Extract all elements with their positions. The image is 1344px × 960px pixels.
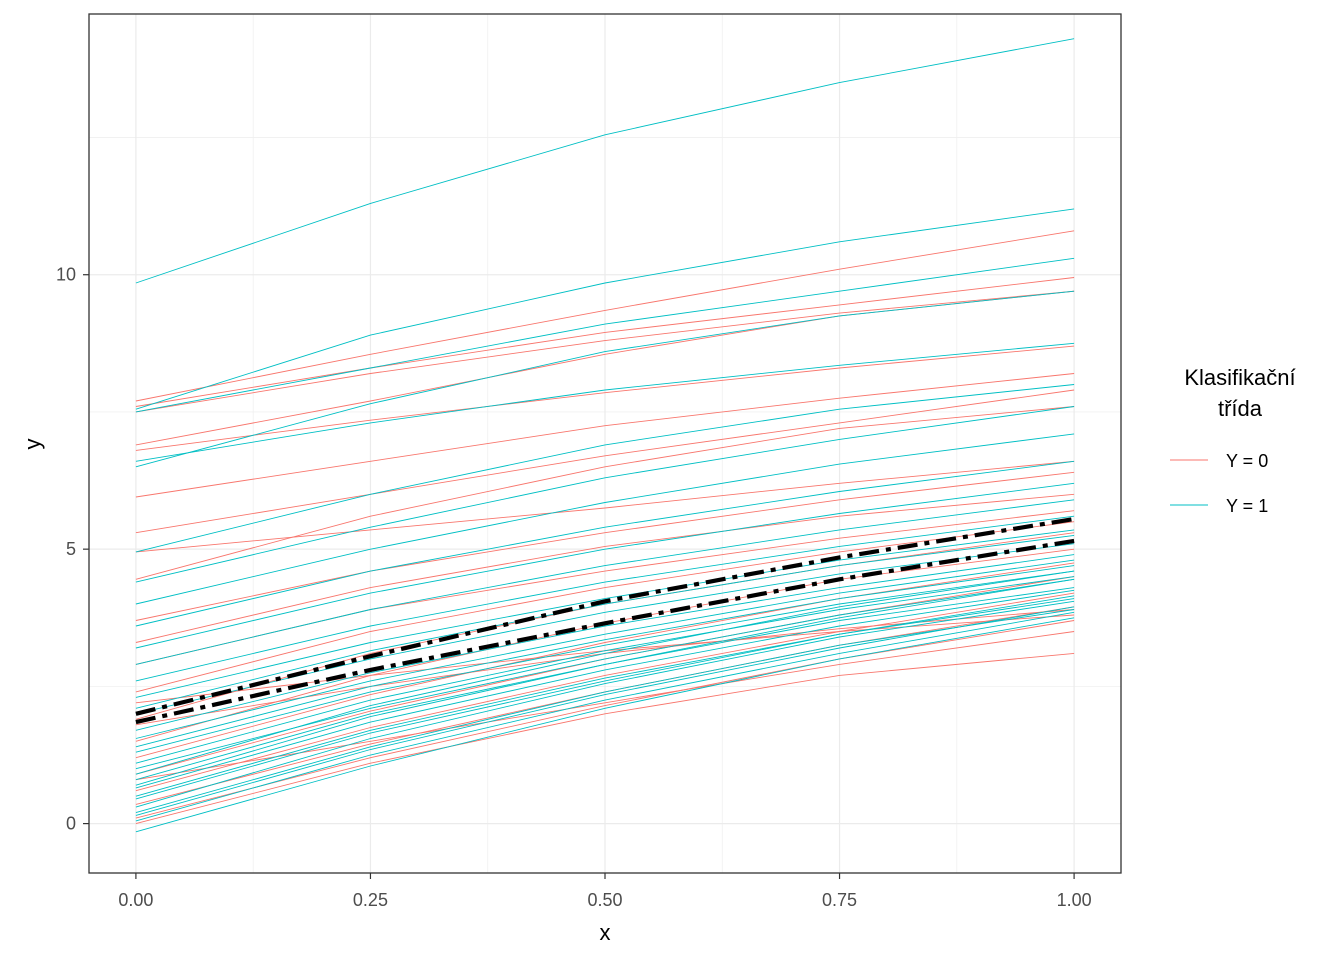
- class0-curve: [135, 620, 1075, 819]
- class1-curve: [135, 515, 1075, 682]
- class0-curve: [135, 389, 1075, 534]
- class1-curve: [135, 482, 1075, 649]
- class1-curve: [135, 554, 1075, 731]
- class1-curve: [135, 617, 1075, 833]
- class0-curve: [135, 460, 1075, 553]
- class0-curve: [135, 230, 1075, 402]
- class1-curve: [135, 570, 1075, 775]
- legend: Klasifikační třída Y = 0 Y = 1: [1170, 365, 1296, 516]
- class0-curve: [135, 652, 1075, 825]
- class1-curve: [135, 290, 1075, 468]
- class1-curve: [135, 257, 1075, 413]
- mean-curve-class1: [135, 538, 1075, 725]
- y-tick-label: 10: [56, 265, 76, 285]
- class1-curve: [135, 576, 1075, 764]
- class1-curve: [135, 606, 1075, 816]
- class1-curve: [135, 342, 1075, 462]
- x-tick-label: 0.75: [822, 890, 857, 910]
- x-tick-label: 0.00: [118, 890, 153, 910]
- class1-curve: [135, 589, 1075, 789]
- class1-curve: [135, 600, 1075, 808]
- class1-curve: [135, 578, 1075, 786]
- class1-curve: [135, 609, 1075, 814]
- class0-curve: [135, 521, 1075, 693]
- class1-curve: [135, 534, 1075, 709]
- class1-curve: [135, 38, 1075, 284]
- class1-curve: [135, 406, 1075, 583]
- class1-curve: [135, 611, 1075, 822]
- class0-curve: [135, 562, 1075, 759]
- class0-curve: [135, 631, 1075, 781]
- class1-curve: [135, 598, 1075, 797]
- x-axis: 0.00 0.25 0.50 0.75 1.00: [118, 873, 1092, 910]
- class0-curve: [135, 592, 1075, 792]
- legend-title-line1: Klasifikační: [1184, 365, 1295, 390]
- y-tick-label: 0: [66, 814, 76, 834]
- mean-curves: [135, 516, 1075, 725]
- x-axis-title: x: [600, 920, 611, 945]
- legend-label-class0: Y = 0: [1226, 451, 1268, 471]
- class1-curve: [135, 208, 1075, 410]
- y-axis-title: y: [20, 439, 45, 450]
- class1-curve: [135, 595, 1075, 800]
- y-tick-label: 5: [66, 539, 76, 559]
- class1-curve: [135, 570, 1075, 753]
- class1-curve: [135, 565, 1075, 748]
- class1-curve: [135, 559, 1075, 739]
- class0-curve: [135, 471, 1075, 621]
- class0-curve: [135, 290, 1075, 413]
- class1-curve: [135, 499, 1075, 665]
- class0-curve: [135, 345, 1075, 451]
- y-axis: 0 5 10: [56, 265, 89, 834]
- x-tick-label: 0.50: [587, 890, 622, 910]
- class1-curve: [135, 384, 1075, 553]
- class1-curve: [135, 460, 1075, 627]
- class0-curve: [135, 373, 1075, 498]
- class1-curve: [135, 529, 1075, 698]
- x-tick-label: 1.00: [1057, 890, 1092, 910]
- class0-curve: [135, 277, 1075, 407]
- legend-title-line2: třída: [1218, 396, 1263, 421]
- legend-label-class1: Y = 1: [1226, 496, 1268, 516]
- x-tick-label: 0.25: [353, 890, 388, 910]
- class1-curve: [135, 433, 1075, 605]
- class0-curve: [135, 493, 1075, 643]
- mean-curve-class0: [135, 516, 1075, 716]
